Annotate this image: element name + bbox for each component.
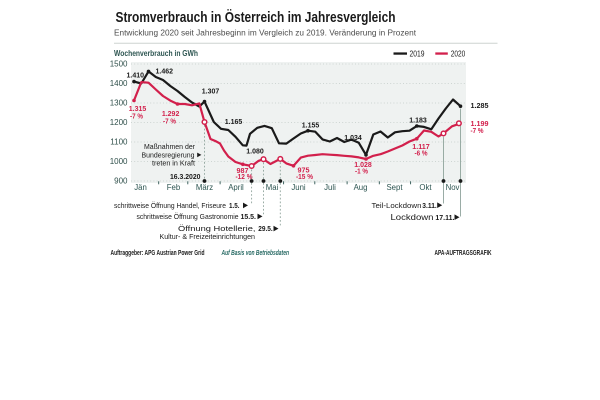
svg-text:1.165: 1.165 bbox=[225, 117, 243, 126]
svg-text:1.028: 1.028 bbox=[354, 160, 372, 169]
svg-text:Juli: Juli bbox=[324, 183, 336, 192]
svg-text:Bundesregierung: Bundesregierung bbox=[142, 150, 195, 159]
svg-text:15.5.: 15.5. bbox=[241, 212, 257, 221]
svg-text:-7 %: -7 % bbox=[163, 117, 176, 126]
svg-text:Auftraggeber: APG Austrian Pow: Auftraggeber: APG Austrian Power Grid bbox=[111, 248, 205, 257]
svg-text:1.410: 1.410 bbox=[127, 71, 145, 80]
svg-text:1.199: 1.199 bbox=[471, 119, 489, 128]
svg-text:1.5.: 1.5. bbox=[229, 201, 240, 210]
svg-text:Okt: Okt bbox=[419, 183, 432, 192]
svg-text:APA-AUFTRAGSGRAFIK: APA-AUFTRAGSGRAFIK bbox=[435, 250, 492, 257]
svg-text:1.285: 1.285 bbox=[471, 101, 489, 110]
svg-text:-15 %: -15 % bbox=[296, 172, 313, 181]
svg-text:1100: 1100 bbox=[110, 138, 128, 147]
svg-text:1.080: 1.080 bbox=[246, 146, 264, 155]
svg-text:1500: 1500 bbox=[110, 60, 128, 69]
svg-text:16.3.2020: 16.3.2020 bbox=[170, 172, 201, 181]
svg-text:987: 987 bbox=[237, 166, 249, 175]
svg-text:-7 %: -7 % bbox=[471, 126, 484, 135]
svg-text:Stromverbrauch in Österreich i: Stromverbrauch in Österreich im Jahresve… bbox=[116, 9, 396, 26]
svg-text:Öffnung Hotellerie,: Öffnung Hotellerie, bbox=[178, 224, 256, 233]
svg-text:1.462: 1.462 bbox=[156, 67, 174, 76]
svg-text:1.315: 1.315 bbox=[129, 104, 147, 113]
svg-text:Jän: Jän bbox=[134, 183, 147, 192]
svg-text:3.11.: 3.11. bbox=[422, 201, 437, 210]
svg-text:1000: 1000 bbox=[110, 157, 128, 166]
svg-text:1400: 1400 bbox=[110, 79, 128, 88]
svg-text:Juni: Juni bbox=[291, 183, 306, 192]
svg-text:Auf Basis von Betriebsdaten: Auf Basis von Betriebsdaten bbox=[221, 248, 290, 257]
svg-text:-7 %: -7 % bbox=[130, 112, 143, 121]
svg-text:1.307: 1.307 bbox=[202, 87, 220, 96]
svg-text:Entwicklung 2020 seit Jahresbe: Entwicklung 2020 seit Jahresbeginn im Ve… bbox=[114, 28, 417, 37]
svg-text:Sept: Sept bbox=[386, 183, 403, 192]
svg-text:975: 975 bbox=[298, 165, 310, 174]
svg-text:1200: 1200 bbox=[110, 118, 128, 127]
svg-text:29.5.: 29.5. bbox=[258, 224, 273, 233]
svg-text:1.034: 1.034 bbox=[344, 133, 362, 142]
svg-text:März: März bbox=[196, 183, 213, 192]
svg-text:Kultur- & Freizeiteinrichtunge: Kultur- & Freizeiteinrichtungen bbox=[160, 232, 256, 241]
svg-text:-6 %: -6 % bbox=[415, 148, 428, 157]
svg-text:Wochenverbrauch in GWh: Wochenverbrauch in GWh bbox=[114, 49, 198, 58]
svg-text:-12 %: -12 % bbox=[236, 172, 253, 181]
svg-text:1.155: 1.155 bbox=[302, 120, 320, 129]
svg-text:1.183: 1.183 bbox=[409, 116, 427, 125]
svg-text:900: 900 bbox=[114, 177, 128, 186]
svg-text:2019: 2019 bbox=[410, 49, 425, 58]
svg-text:1.117: 1.117 bbox=[412, 142, 430, 151]
svg-text:Teil-Lockdown: Teil-Lockdown bbox=[372, 201, 422, 210]
svg-text:Aug: Aug bbox=[354, 183, 368, 192]
svg-text:-1 %: -1 % bbox=[355, 167, 368, 176]
svg-text:schrittweise Öffnung Gastronom: schrittweise Öffnung Gastronomie bbox=[137, 212, 239, 221]
svg-text:Feb: Feb bbox=[167, 183, 181, 192]
svg-text:17.11.: 17.11. bbox=[435, 213, 454, 222]
svg-text:Lockdown: Lockdown bbox=[391, 213, 434, 222]
svg-text:1300: 1300 bbox=[110, 99, 128, 108]
svg-text:1.292: 1.292 bbox=[162, 109, 180, 118]
svg-text:2020: 2020 bbox=[451, 49, 466, 58]
svg-text:Nov: Nov bbox=[446, 183, 460, 192]
svg-text:Maßnahmen der: Maßnahmen der bbox=[144, 142, 195, 151]
svg-text:treten in Kraft: treten in Kraft bbox=[152, 158, 196, 167]
svg-text:schrittweise Öffnung Handel, F: schrittweise Öffnung Handel, Friseure bbox=[114, 201, 226, 210]
svg-text:Mai: Mai bbox=[266, 183, 279, 192]
svg-text:April: April bbox=[228, 183, 244, 192]
